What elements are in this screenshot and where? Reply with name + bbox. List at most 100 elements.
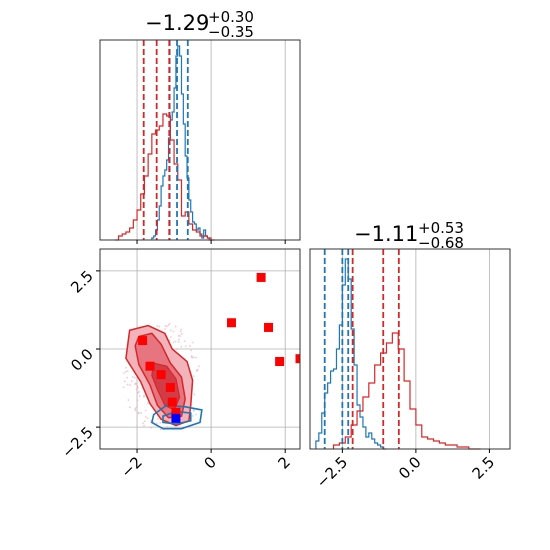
sample-point <box>125 366 127 369</box>
sample-point <box>180 333 183 335</box>
sample-point <box>169 336 172 338</box>
histogram-panel-param1 <box>99 39 301 244</box>
sample-point <box>144 409 147 412</box>
sample-point <box>138 395 141 397</box>
title-param1-upper: +0.30 <box>208 8 254 26</box>
panel-frame <box>309 248 511 450</box>
x-tick-label: 2.5 <box>469 453 499 483</box>
sample-point <box>136 399 139 402</box>
sample-point <box>130 380 133 383</box>
sample-point <box>137 391 140 394</box>
sample-point <box>183 340 186 343</box>
title-param1-median: −1.29 <box>145 11 209 35</box>
sample-point <box>144 415 147 418</box>
y-tick-label: 0.0 <box>67 345 97 375</box>
sample-point <box>134 407 137 410</box>
red-marker <box>167 397 177 407</box>
y-tick-label: 2.5 <box>67 267 97 297</box>
sample-point <box>174 340 177 343</box>
red-marker <box>226 318 236 328</box>
sample-point <box>126 370 129 372</box>
red-marker <box>156 370 166 380</box>
sample-point <box>135 388 138 391</box>
sample-point <box>193 393 196 396</box>
sample-point <box>180 345 183 348</box>
sample-point <box>155 422 158 425</box>
histogram-step-line <box>315 258 387 450</box>
sample-point <box>146 417 149 420</box>
sample-point <box>176 348 178 350</box>
panel-frame <box>99 39 301 241</box>
red-marker <box>295 354 300 364</box>
sample-point <box>135 406 138 409</box>
sample-point <box>189 345 191 347</box>
sample-point <box>198 365 200 368</box>
sample-point <box>178 338 180 341</box>
sample-point <box>191 415 194 417</box>
sample-point <box>142 422 145 425</box>
title-param1-lower: −0.35 <box>208 23 254 41</box>
sample-point <box>195 369 198 372</box>
sample-point <box>126 383 129 386</box>
sample-point <box>156 325 159 327</box>
sample-point <box>179 335 181 338</box>
title-param2-lower: −0.68 <box>418 234 464 252</box>
sample-point <box>150 426 153 429</box>
red-marker <box>138 336 148 346</box>
sample-point <box>142 395 145 398</box>
red-marker <box>275 357 285 366</box>
sample-point <box>123 380 126 383</box>
sample-point <box>177 334 180 337</box>
sample-point <box>172 330 175 333</box>
x-tick-label: −2 <box>117 453 145 481</box>
sample-point <box>143 420 146 423</box>
histogram-step-line <box>114 113 215 241</box>
x-tick-label: 0.0 <box>395 453 425 483</box>
x-tick-label: 0 <box>200 453 219 472</box>
sample-point <box>177 341 180 343</box>
title-param2-upper: +0.53 <box>418 219 464 237</box>
sample-point <box>129 384 132 386</box>
sample-point <box>165 325 168 328</box>
sample-point <box>195 413 197 416</box>
sample-point <box>180 328 182 331</box>
x-tick-label: −2.5 <box>313 453 351 491</box>
red-marker <box>264 322 274 332</box>
sample-point <box>131 376 134 378</box>
y-tick-label: −2.5 <box>58 423 96 461</box>
sample-point <box>134 383 136 385</box>
title-param2: −1.11 +0.53 −0.68 <box>354 219 464 252</box>
red-marker <box>145 361 155 371</box>
histogram-step-line <box>332 332 481 450</box>
sample-point <box>123 372 126 375</box>
sample-point <box>129 406 131 409</box>
sample-point <box>133 376 136 379</box>
sample-point <box>134 409 137 412</box>
sample-point <box>164 327 166 330</box>
sample-point <box>167 324 170 327</box>
histogram-step-line <box>151 45 212 241</box>
sample-point <box>157 418 159 420</box>
sample-point <box>192 341 195 344</box>
sample-point <box>192 356 195 359</box>
sample-point <box>136 387 139 389</box>
sample-point <box>164 324 167 327</box>
sample-point <box>136 385 139 387</box>
sample-point <box>125 370 127 373</box>
sample-point <box>126 376 128 379</box>
sample-point <box>184 345 187 348</box>
sample-point <box>168 323 171 325</box>
red-marker <box>165 382 175 392</box>
sample-point <box>192 375 195 378</box>
x-tick-label: 2 <box>275 453 294 472</box>
red-marker <box>171 407 181 417</box>
histogram-panel-param2: −2.5 0.0 2.5 <box>309 248 511 492</box>
sample-point <box>190 349 193 352</box>
sample-point <box>159 421 162 424</box>
sample-point <box>140 412 143 415</box>
sample-point <box>195 356 198 359</box>
sample-point <box>143 424 145 427</box>
sample-point <box>193 410 196 412</box>
sample-point <box>122 386 125 389</box>
